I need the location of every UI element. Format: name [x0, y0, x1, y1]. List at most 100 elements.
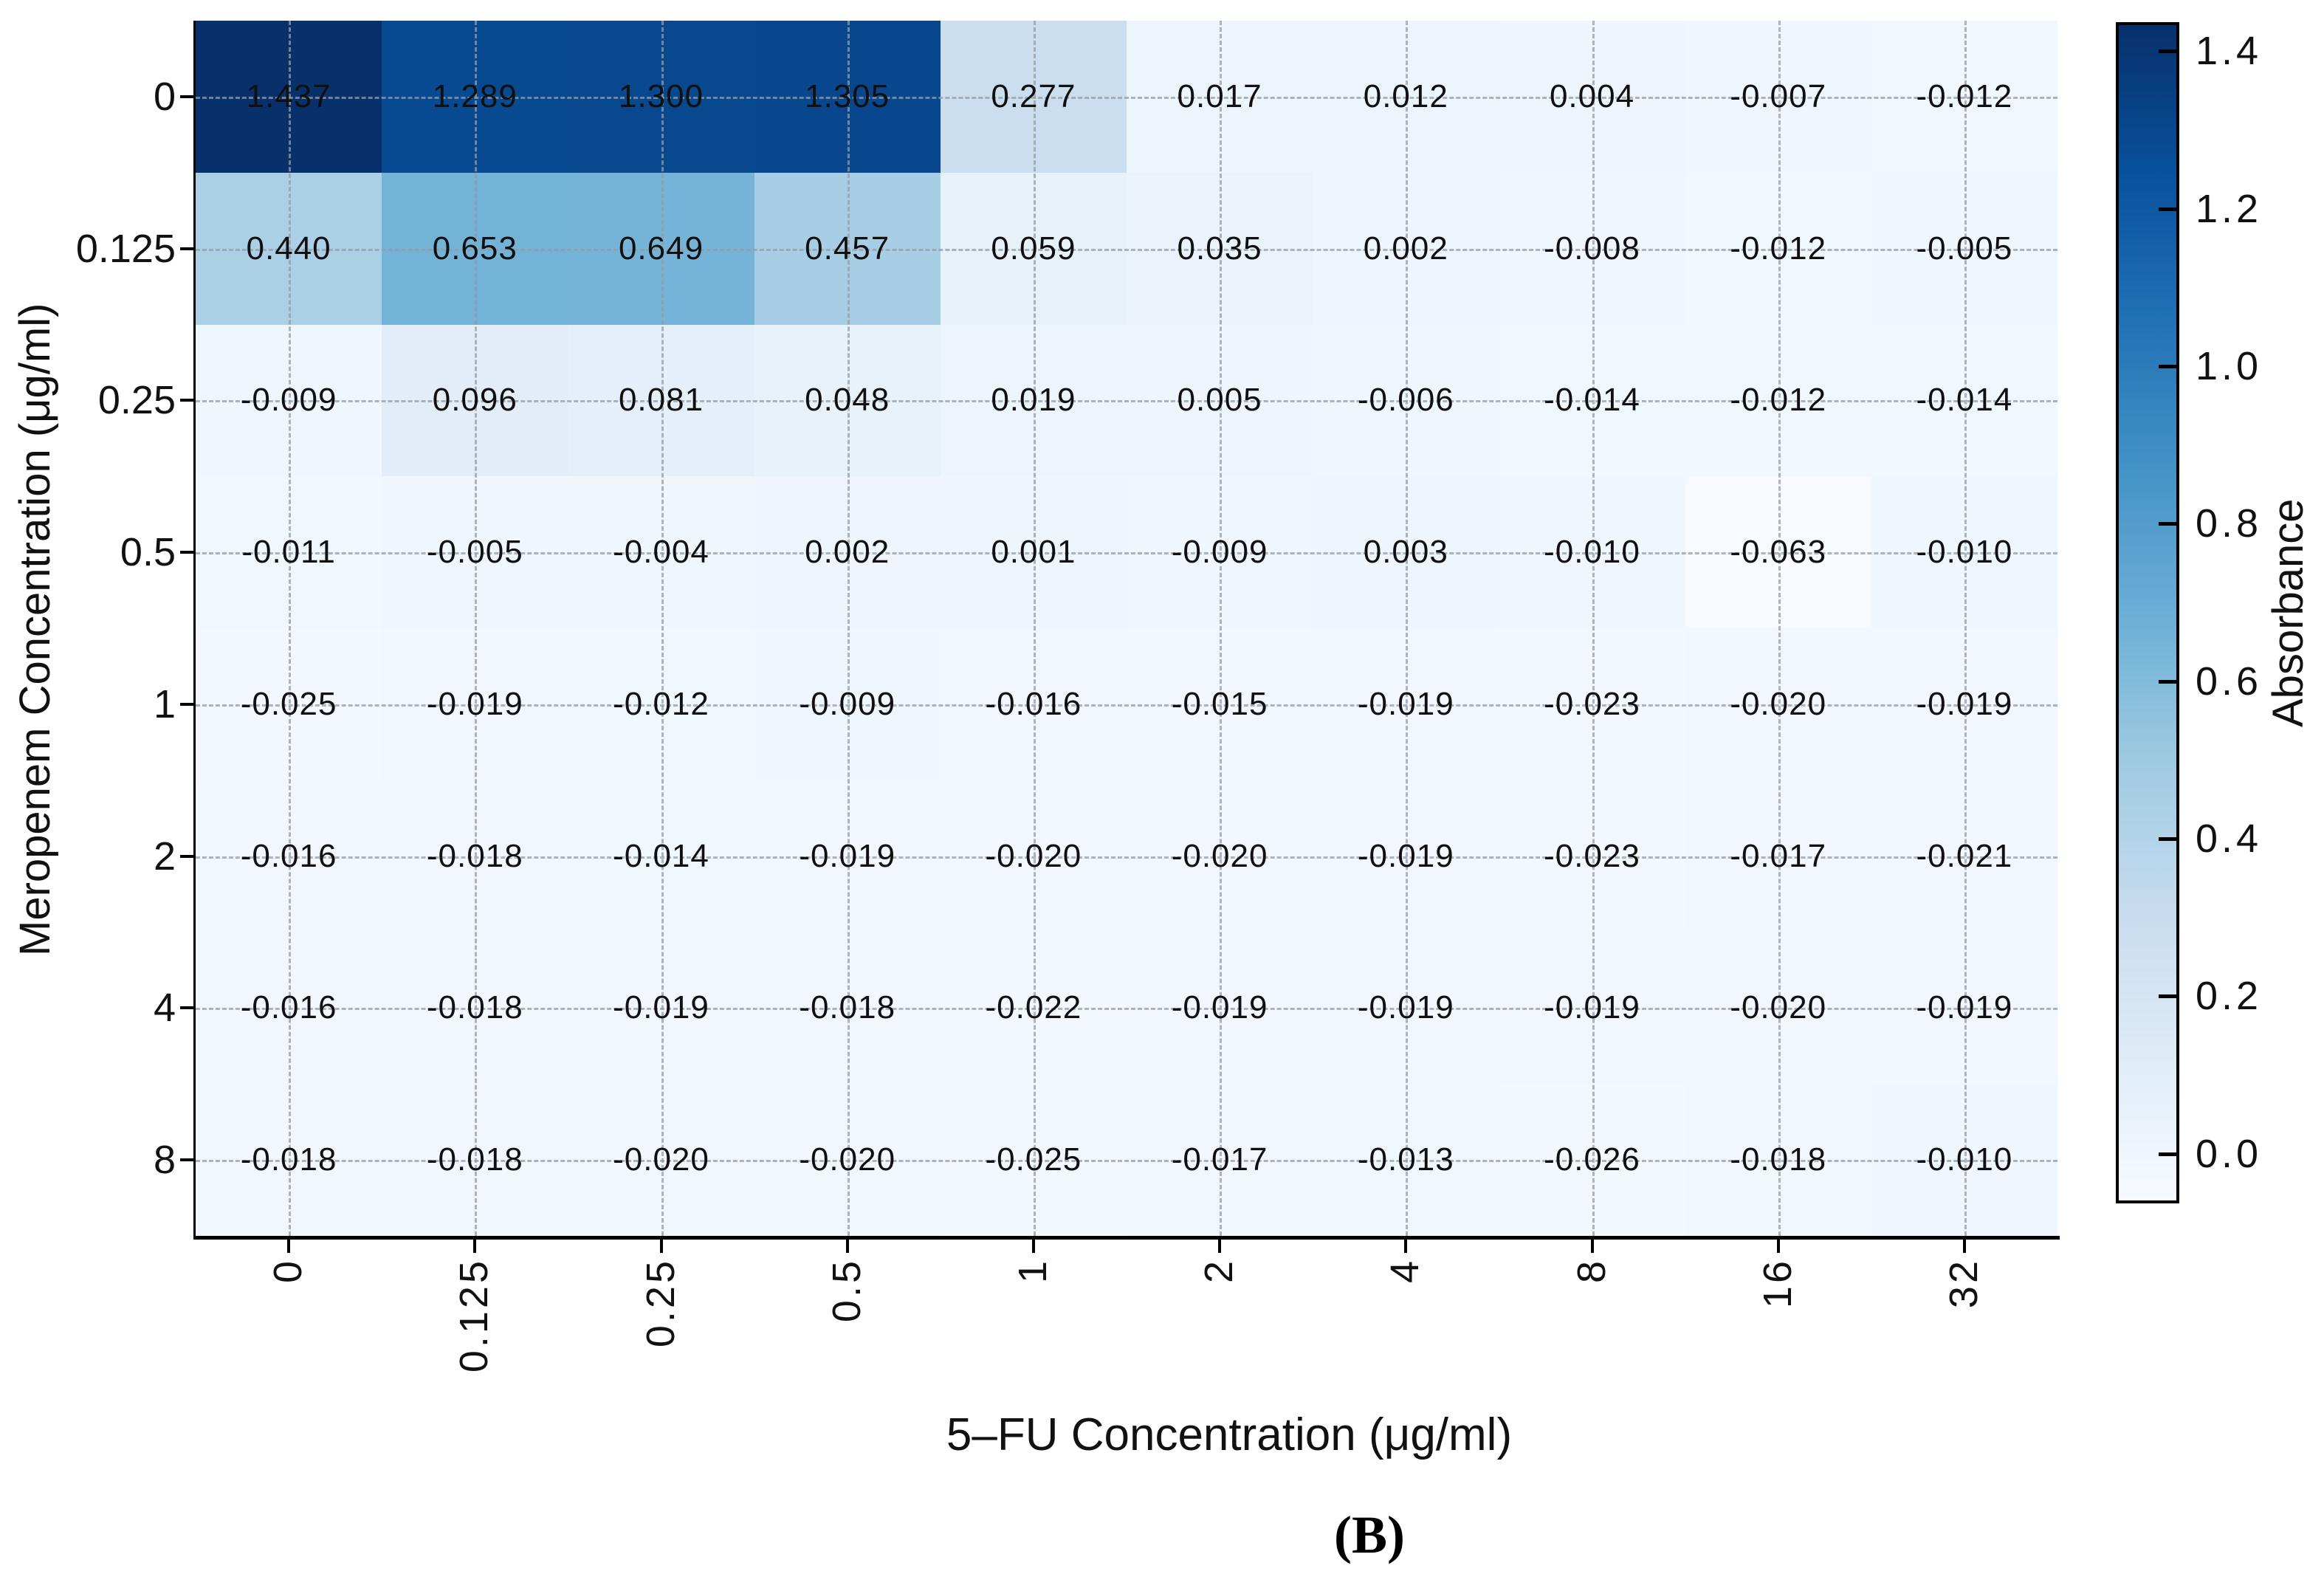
heatmap-cell: -0.016: [196, 932, 382, 1085]
x-tick-mark: [845, 1240, 849, 1253]
y-tick-mark: [180, 854, 193, 858]
x-tick-mark: [1590, 1240, 1594, 1253]
heatmap-cell: -0.011: [196, 476, 382, 628]
heatmap-cell: -0.063: [1685, 476, 1871, 628]
colorbar-tick-label: 0.0: [2196, 1131, 2263, 1176]
cell-value: 0.277: [991, 78, 1076, 114]
cell-value: -0.063: [1730, 534, 1827, 571]
heatmap-cell: -0.013: [1313, 1084, 1499, 1236]
heatmap-cell: 0.649: [568, 172, 754, 325]
cell-value: -0.011: [241, 534, 336, 571]
cell-value: -0.014: [613, 837, 709, 874]
colorbar-tick-label: 1.0: [2196, 344, 2263, 389]
heatmap-cell: 0.277: [940, 21, 1127, 173]
cell-value: -0.014: [1544, 382, 1640, 419]
heatmap-cell: 0.653: [382, 172, 568, 325]
heatmap-cell: -0.019: [1871, 628, 2057, 780]
heatmap-cell: 0.081: [568, 324, 754, 477]
heatmap-cell: -0.025: [196, 628, 382, 780]
heatmap-cell: -0.005: [1871, 172, 2057, 325]
heatmap-cell: 0.096: [382, 324, 568, 477]
heatmap-cell: -0.019: [1126, 932, 1313, 1085]
heatmap-cell: -0.009: [1126, 476, 1313, 628]
y-tick-mark: [180, 1006, 193, 1010]
cell-value: -0.025: [985, 1141, 1082, 1178]
heatmap-cell: -0.026: [1499, 1084, 1685, 1236]
cell-value: 0.017: [1177, 78, 1262, 114]
colorbar-tick-label: 0.2: [2196, 974, 2263, 1019]
cell-value: -0.012: [613, 685, 709, 722]
cell-value: 0.001: [991, 534, 1076, 571]
heatmap-cell: -0.012: [1685, 324, 1871, 477]
x-axis-spine: [193, 1236, 2060, 1240]
cell-value: -0.020: [1730, 989, 1827, 1026]
cell-value: -0.016: [985, 685, 1082, 722]
heatmap-cell: 0.003: [1313, 476, 1499, 628]
x-axis-title: 5–FU Concentration (μg/ml): [946, 1409, 1513, 1460]
y-tick-label: 4: [153, 986, 176, 1031]
heatmap-cell: -0.019: [568, 932, 754, 1085]
cell-value: -0.025: [240, 685, 337, 722]
x-tick-label: 0.25: [638, 1258, 683, 1348]
cell-value: -0.004: [613, 534, 709, 571]
heatmap-cell: 0.017: [1126, 21, 1313, 173]
colorbar-title: Absorbance: [2264, 498, 2312, 727]
cell-value: 0.440: [246, 230, 331, 267]
cell-value: -0.012: [1730, 230, 1827, 267]
y-tick-label: 8: [153, 1138, 176, 1183]
cell-value: -0.019: [1544, 989, 1640, 1026]
heatmap-cell: -0.016: [196, 780, 382, 932]
heatmap-cell: 0.001: [940, 476, 1127, 628]
heatmap-cell: -0.018: [754, 932, 941, 1085]
cell-value: -0.014: [1916, 382, 2013, 419]
heatmap-cell: -0.023: [1499, 780, 1685, 932]
heatmap-cell: -0.025: [940, 1084, 1127, 1236]
x-tick-label: 32: [1941, 1258, 1986, 1309]
cell-value: -0.019: [1357, 685, 1454, 722]
heatmap-cell: -0.023: [1499, 628, 1685, 780]
colorbar-tick-label: 1.2: [2196, 186, 2263, 231]
cell-value: -0.019: [426, 685, 523, 722]
y-tick-label: 0: [153, 74, 176, 119]
heatmap-cell: -0.016: [940, 628, 1127, 780]
heatmap-cell: 0.002: [1313, 172, 1499, 325]
cell-value: -0.008: [1544, 230, 1640, 267]
plot-area: 1.437 1.289 1.300 1.305 0.277 0.017 0.012 0.004…: [196, 21, 2057, 1236]
heatmap-cell: -0.017: [1685, 780, 1871, 932]
cell-value: -0.009: [799, 685, 896, 722]
heatmap-cell: 1.300: [568, 21, 754, 173]
x-tick-mark: [1962, 1240, 1966, 1253]
heatmap-cell: -0.014: [568, 780, 754, 932]
cell-value: 0.096: [432, 382, 518, 419]
cell-value: -0.018: [426, 989, 523, 1026]
heatmap-cell: -0.010: [1871, 1084, 2057, 1236]
cell-value: -0.017: [1730, 837, 1827, 874]
cell-value: -0.021: [1916, 837, 2013, 874]
heatmap-cell: -0.018: [196, 1084, 382, 1236]
heatmap-cell: -0.012: [1871, 21, 2057, 173]
cell-value: -0.018: [426, 837, 523, 874]
cell-value: -0.020: [613, 1141, 709, 1178]
y-tick-label: 1: [153, 681, 176, 726]
cell-value: -0.020: [1730, 685, 1827, 722]
cell-value: 0.035: [1177, 230, 1262, 267]
cell-value: -0.019: [613, 989, 709, 1026]
heatmap-cell: -0.019: [754, 780, 941, 932]
cell-value: -0.007: [1730, 78, 1827, 114]
x-tick-mark: [1404, 1240, 1408, 1253]
heatmap-cell: -0.018: [382, 932, 568, 1085]
heatmap-cell: 0.012: [1313, 21, 1499, 173]
cell-value: -0.019: [799, 837, 896, 874]
x-tick-label: 1: [1010, 1258, 1055, 1284]
heatmap-cell: -0.019: [1313, 780, 1499, 932]
cell-value: -0.018: [799, 989, 896, 1026]
heatmap-cell: -0.004: [568, 476, 754, 628]
heatmap-cell: -0.012: [568, 628, 754, 780]
cell-value: -0.015: [1171, 685, 1268, 722]
cell-value: -0.020: [985, 837, 1082, 874]
cell-value: -0.023: [1544, 837, 1640, 874]
colorbar-tick-label: 0.6: [2196, 659, 2263, 704]
x-tick-mark: [1218, 1240, 1222, 1253]
cell-value: -0.010: [1916, 1141, 2013, 1178]
heatmap-cell: -0.009: [196, 324, 382, 477]
